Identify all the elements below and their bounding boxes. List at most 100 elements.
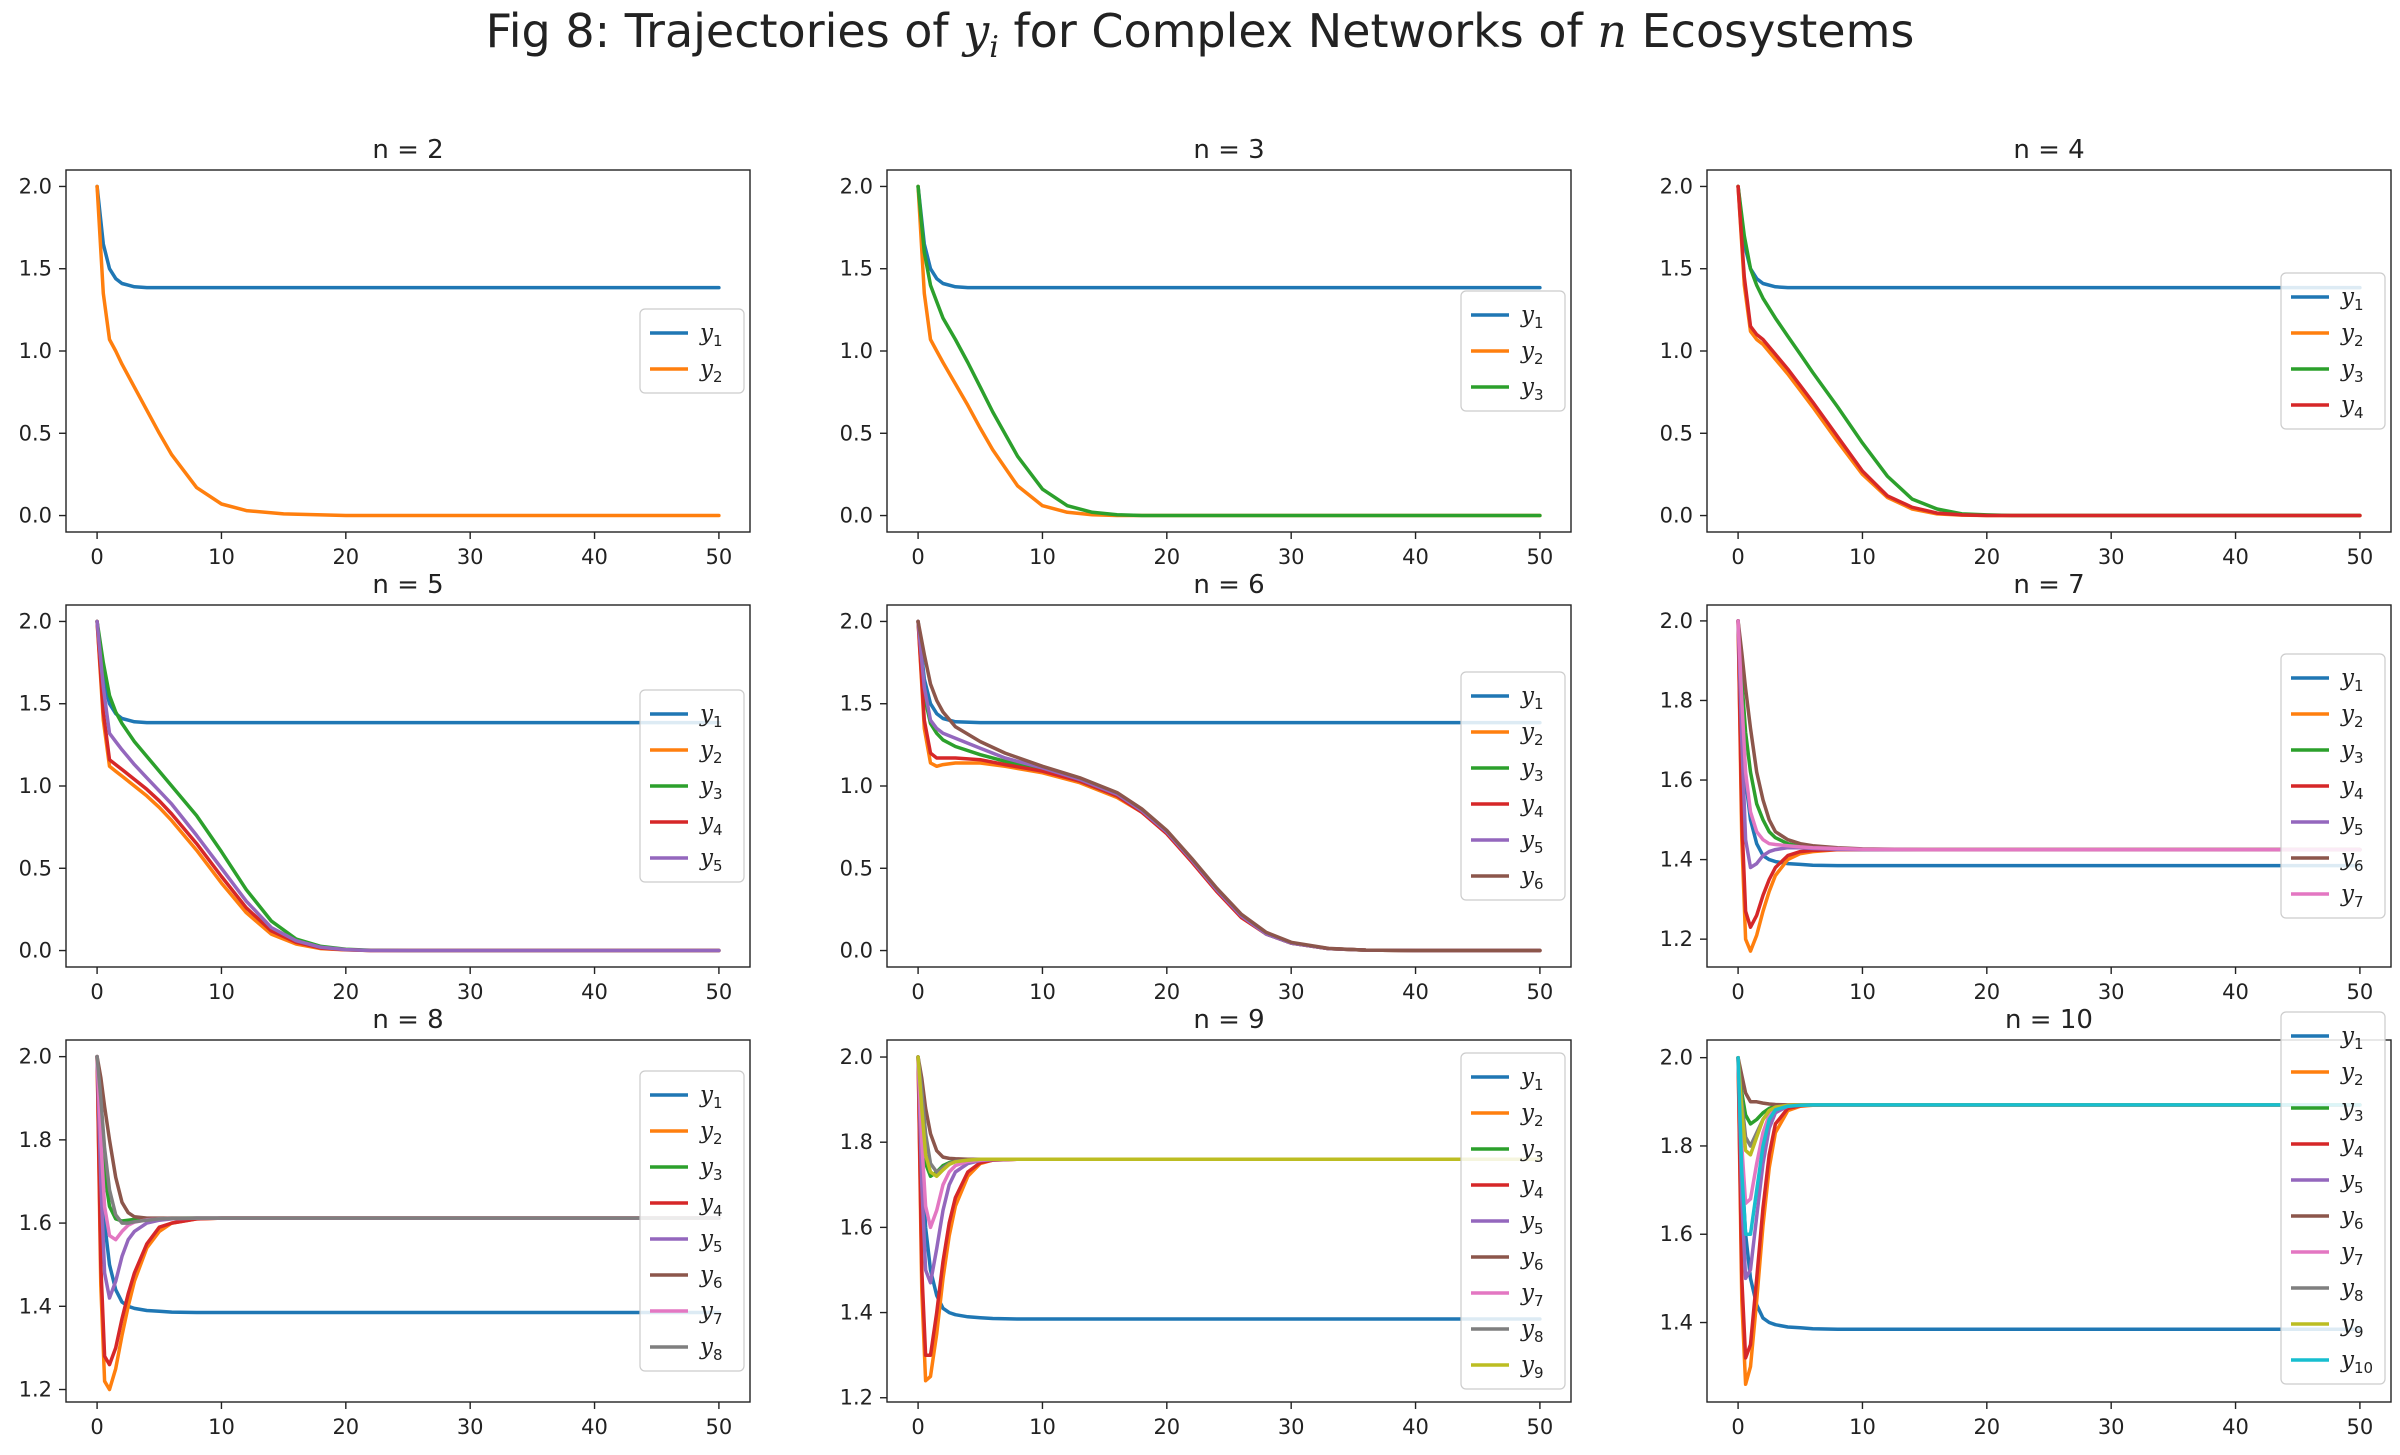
y-tick-label: 1.4: [1660, 848, 1693, 872]
y-tick-label: 1.8: [1660, 688, 1693, 712]
y-tick-label: 1.5: [840, 257, 873, 281]
figure-title-var: y: [963, 4, 990, 58]
legend-label-y4: y4: [2340, 392, 2364, 422]
x-tick-label: 30: [1278, 1415, 1305, 1439]
x-tick-label: 50: [706, 980, 733, 1004]
series-line-y8: [916, 1055, 1542, 1174]
x-tick-label: 30: [2098, 980, 2125, 1004]
x-tick-label: 20: [1153, 980, 1180, 1004]
legend-label-y2: y2: [1520, 719, 1544, 749]
legend-label-y5: y5: [2340, 809, 2364, 839]
subplot-title: n = 4: [2013, 135, 2084, 165]
legend-label-y2: y2: [1520, 1100, 1544, 1130]
series-line-y6: [916, 1055, 1542, 1161]
y-tick-label: 2.0: [1660, 1046, 1693, 1070]
series-line-y1: [95, 184, 721, 290]
subplot-6: n = 70 10 20 30 40 501.21.41.61.82.0y1y2y3y4y…: [1660, 570, 2392, 1004]
legend-label-y3: y3: [2340, 1095, 2364, 1125]
y-tick-label: 0.0: [1660, 504, 1693, 528]
x-tick-label: 20: [332, 980, 359, 1004]
y-tick-label: 1.5: [19, 257, 52, 281]
x-tick-label: 0: [1731, 980, 1744, 1004]
y-tick-label: 1.4: [1660, 1311, 1693, 1335]
legend-label-y1: y1: [1520, 683, 1544, 713]
legend-box: [2280, 653, 2386, 919]
series-line-y6: [1736, 1055, 2362, 1107]
legend-label-y5: y5: [699, 1226, 723, 1256]
x-tick-label: 0: [911, 545, 924, 569]
legend-label-y2: y2: [699, 1118, 723, 1148]
series-line-y9: [916, 1055, 1542, 1179]
y-tick-label: 0.5: [19, 421, 52, 445]
legend-label-y4: y4: [1520, 1172, 1544, 1202]
legend: y1 y2 y3 y4 y5 y6 y7: [2280, 653, 2386, 919]
series-line-y4: [95, 619, 721, 953]
legend-label-y4: y4: [2340, 1131, 2364, 1161]
x-tick-label: 30: [2098, 1415, 2125, 1439]
legend-label-y2: y2: [699, 356, 723, 386]
y-tick-label: 1.8: [1660, 1134, 1693, 1158]
legend: y1 y2 y3: [1460, 290, 1566, 412]
y-tick-label: 1.0: [19, 339, 52, 363]
x-tick-label: 30: [457, 545, 484, 569]
x-tick-label: 20: [1153, 545, 1180, 569]
figure-title-suffix: Ecosystems: [1627, 4, 1915, 58]
y-tick-label: 2.0: [1660, 609, 1693, 633]
series-line-y5: [95, 1054, 721, 1300]
legend-label-y10: y10: [2340, 1347, 2373, 1377]
legend-box: [639, 1070, 745, 1372]
legend: y1 y2 y3 y4 y5 y6 y7 y8 y9: [1460, 1052, 1566, 1390]
y-tick-label: 1.0: [1660, 339, 1693, 363]
legend-label-y3: y3: [2340, 356, 2364, 386]
y-tick-label: 1.5: [1660, 257, 1693, 281]
legend-label-y6: y6: [1520, 863, 1544, 893]
y-tick-label: 2.0: [19, 609, 52, 633]
x-tick-label: 40: [1402, 1415, 1429, 1439]
x-tick-label: 10: [208, 545, 235, 569]
series-line-y3: [1736, 1055, 2362, 1126]
series-line-y3: [95, 619, 721, 953]
axes-frame: [65, 1039, 751, 1403]
y-tick-label: 1.0: [840, 774, 873, 798]
y-tick-label: 1.8: [840, 1130, 873, 1154]
series-line-y8: [1736, 1055, 2362, 1148]
y-tick-label: 1.4: [840, 1301, 873, 1325]
subplot-4: n = 50 10 20 30 40 500.00.51.01.52.0y1y2y3y4y…: [19, 570, 751, 1004]
legend-label-y1: y1: [1520, 1064, 1544, 1094]
legend-label-y1: y1: [2340, 665, 2364, 695]
x-tick-label: 10: [208, 1415, 235, 1439]
legend-label-y8: y8: [699, 1334, 723, 1364]
series-line-y1: [95, 619, 721, 725]
x-tick-label: 10: [1029, 1415, 1056, 1439]
legend-label-y6: y6: [699, 1262, 723, 1292]
series-line-y7: [1736, 619, 2362, 852]
subplot-7: n = 80 10 20 30 40 501.21.41.61.82.0y1y2y3y4y…: [19, 1005, 751, 1439]
legend-label-y8: y8: [2340, 1275, 2364, 1305]
x-tick-label: 50: [706, 1415, 733, 1439]
x-tick-label: 50: [1527, 545, 1554, 569]
legend-label-y9: y9: [2340, 1311, 2364, 1341]
series-line-y1: [1736, 619, 2362, 868]
legend-label-y9: y9: [1520, 1352, 1544, 1382]
legend-label-y7: y7: [1520, 1280, 1544, 1310]
series-line-y4: [1736, 1055, 2362, 1360]
legend: y1 y2 y3 y4: [2280, 272, 2386, 430]
y-tick-label: 1.2: [1660, 927, 1693, 951]
x-tick-label: 10: [1029, 980, 1056, 1004]
legend-label-y1: y1: [2340, 284, 2364, 314]
x-tick-label: 10: [1849, 545, 1876, 569]
series-line-y1: [1736, 1055, 2362, 1331]
series-line-y4: [916, 1055, 1542, 1357]
series-line-y7: [1736, 1055, 2362, 1206]
y-tick-label: 1.4: [19, 1294, 52, 1318]
subplot-8: n = 90 10 20 30 40 501.21.41.61.82.0y1y2y3y4y…: [840, 1005, 1572, 1439]
y-tick-label: 2.0: [19, 174, 52, 198]
legend-label-y3: y3: [1520, 1136, 1544, 1166]
figure-title: Fig 8: Trajectories of yi for Complex Ne…: [0, 4, 2400, 67]
x-tick-label: 40: [2222, 1415, 2249, 1439]
y-tick-label: 1.5: [840, 692, 873, 716]
legend-label-y4: y4: [699, 1190, 723, 1220]
series-line-y4: [1736, 184, 2362, 518]
series-line-y2: [95, 184, 721, 518]
legend-label-y2: y2: [1520, 338, 1544, 368]
